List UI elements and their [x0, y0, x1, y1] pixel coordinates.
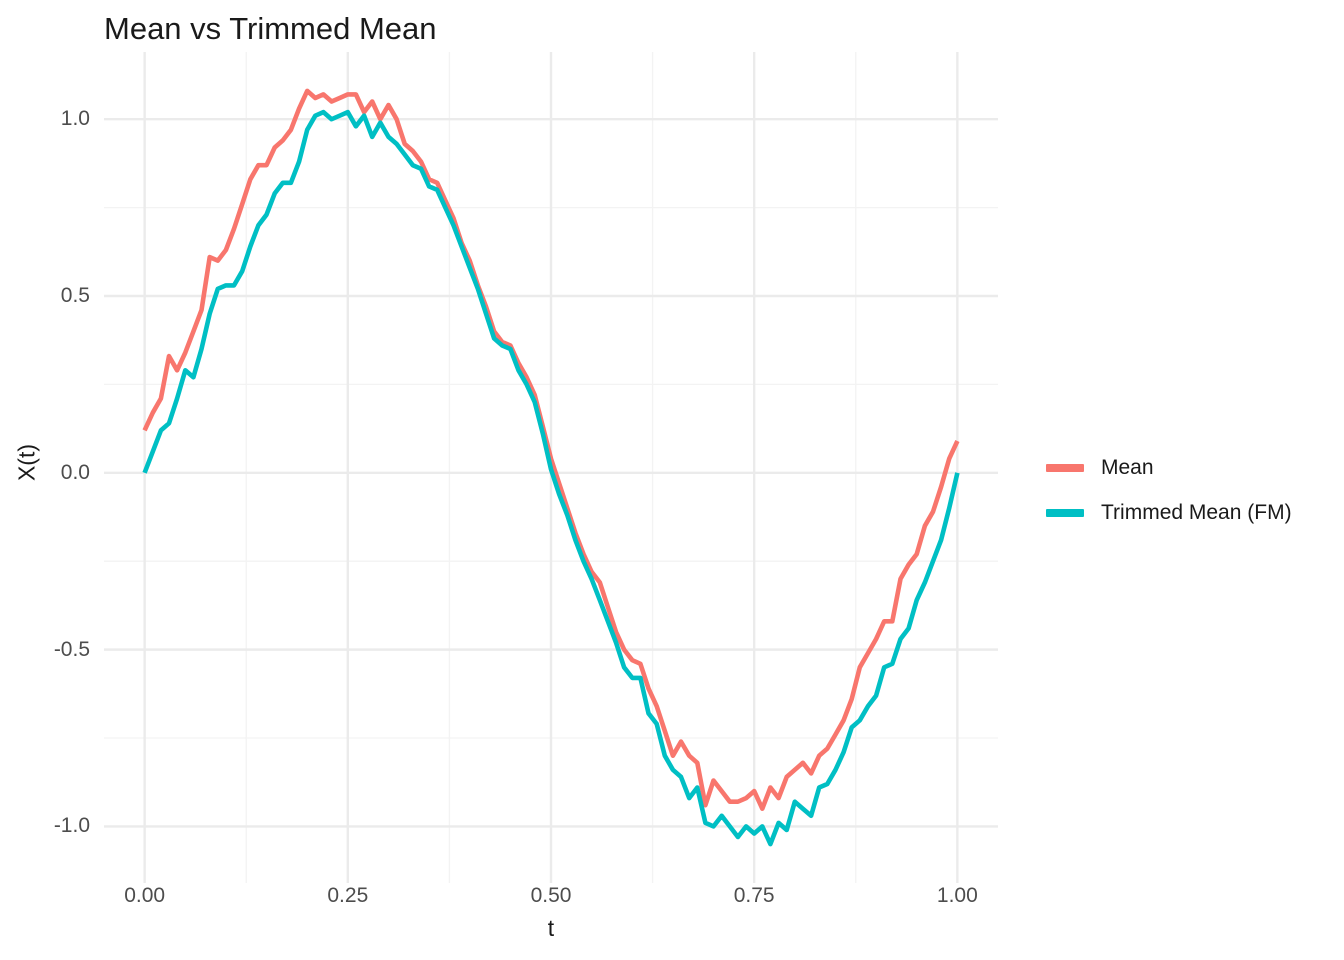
x-tick-label: 0.75	[733, 884, 775, 907]
x-tick-label: 0.50	[530, 884, 572, 907]
legend: Mean Trimmed Mean (FM)	[1046, 445, 1292, 535]
y-tick-label: -0.5	[53, 637, 90, 661]
legend-item: Mean	[1046, 445, 1292, 490]
line-trimmed-mean-fm	[142, 109, 960, 847]
legend-label: Mean	[1101, 455, 1154, 479]
x-axis-title: t	[547, 915, 555, 941]
y-tick-label: 1.0	[60, 107, 90, 131]
legend-label: Trimmed Mean (FM)	[1101, 500, 1292, 524]
legend-key-line	[1046, 463, 1084, 472]
y-tick-label: 0.5	[60, 283, 90, 307]
legend-key-line	[1046, 508, 1084, 517]
y-tick-label: 0.0	[60, 460, 90, 484]
x-tick-label: 0.00	[124, 884, 166, 907]
x-tick-label: 1.00	[936, 884, 978, 907]
legend-item: Trimmed Mean (FM)	[1046, 490, 1292, 535]
chart-title: Mean vs Trimmed Mean	[104, 11, 437, 46]
line-mean	[142, 88, 960, 812]
y-tick-label: -1.0	[53, 814, 90, 838]
y-axis-title: X(t)	[13, 443, 40, 482]
x-tick-label: 0.25	[327, 884, 369, 907]
